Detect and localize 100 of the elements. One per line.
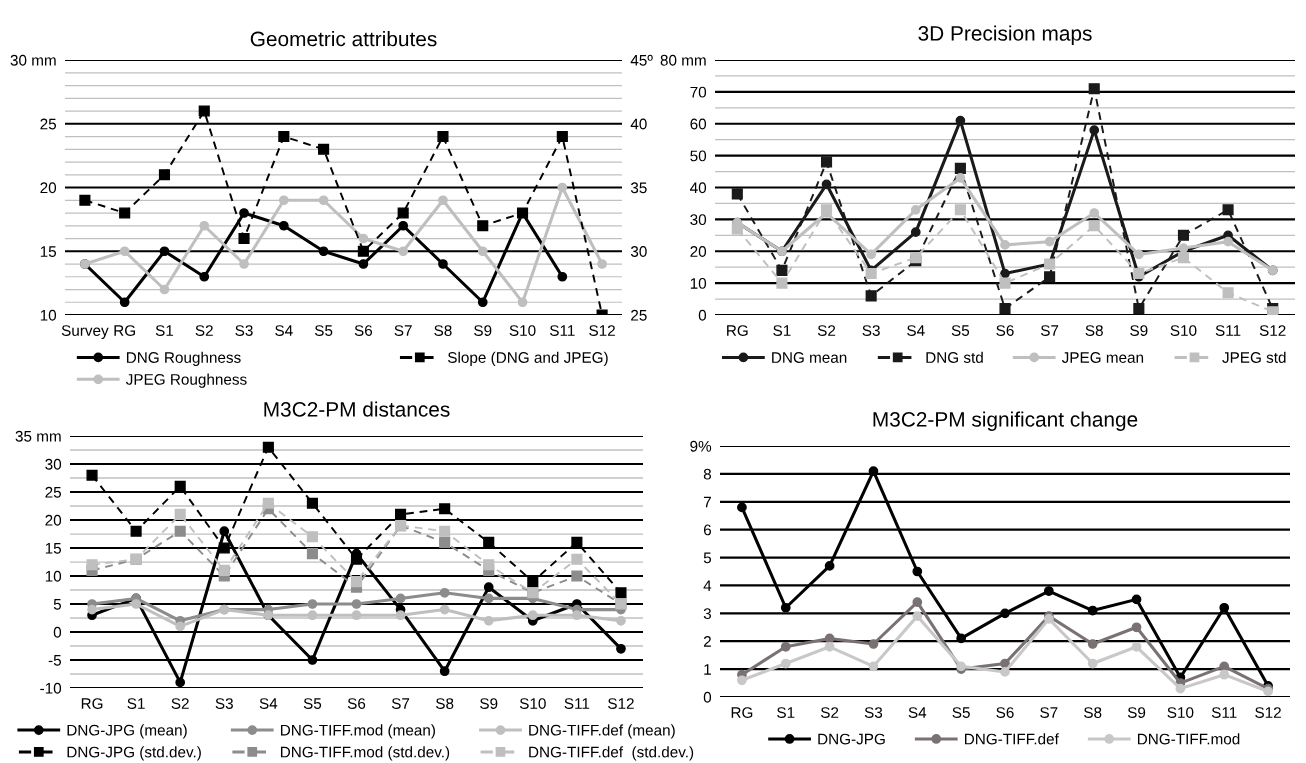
x-tick-label: RG [731, 707, 753, 718]
y2-tick-label: 35 [630, 182, 647, 194]
y-tick-label: -10 [40, 682, 62, 694]
legend-label: DNG-JPG (mean) [67, 724, 187, 739]
x-tick-label: RG [114, 325, 135, 336]
y-tick-label: 0 [53, 626, 62, 638]
x-tick-label: S3 [864, 707, 883, 718]
x-tick-label: S2 [817, 325, 836, 336]
x-tick-label: S8 [434, 325, 452, 336]
x-tick-label: RG [81, 698, 103, 709]
y-tick-label: 0 [703, 691, 712, 703]
y-tick-label: 20 [40, 182, 57, 194]
x-tick-label: S6 [354, 325, 373, 336]
y-tick-label: 40 [690, 182, 707, 194]
y-tick-label: -5 [48, 655, 62, 666]
chart-title: Geometric attributes [250, 31, 437, 47]
y-tick-label: 5 [53, 599, 62, 610]
x-tick-label: S4 [259, 698, 278, 709]
x-tick-label: S1 [127, 698, 145, 709]
x-tick-label: S1 [773, 325, 791, 336]
y-tick-label: 15 [45, 543, 62, 554]
chart-title: M3C2-PM distances [264, 401, 450, 417]
x-tick-label: S8 [1085, 325, 1103, 336]
x-tick-label: S8 [1084, 707, 1102, 718]
legend-label: DNG-TIFF.def [965, 733, 1059, 745]
legend-label: DNG-TIFF.mod [1137, 733, 1240, 745]
x-tick-label: S3 [215, 698, 233, 709]
y-tick-label: 8 [703, 468, 711, 480]
x-tick-label: S5 [951, 325, 970, 336]
chart-title: M3C2-PM significant change [873, 411, 1138, 431]
x-tick-label: S7 [394, 325, 412, 336]
y-tick-label: 10 [45, 570, 62, 582]
y-tick-label: 3 [703, 608, 711, 620]
y-tick-label: 70 [690, 86, 707, 98]
x-tick-label: S9 [474, 325, 492, 336]
y2-tick-label: 25 [631, 309, 647, 321]
legend-label: DNG-JPG (std.dev.) [67, 746, 201, 761]
x-tick-label: S8 [436, 698, 454, 709]
y-tick-label: 5 [703, 552, 712, 564]
legend-label: DNG mean [772, 352, 847, 363]
x-tick-label: S4 [908, 707, 927, 718]
x-tick-label: S11 [549, 325, 575, 336]
x-tick-label: S3 [862, 325, 880, 336]
x-tick-label: S5 [303, 698, 322, 709]
x-tick-label: S10 [519, 698, 546, 709]
legend-label: DNG-JPG [818, 733, 885, 745]
y-tick-label: 10 [690, 277, 707, 289]
y-tick-label: 10 [40, 309, 57, 321]
y-tick-label: 1 [704, 664, 711, 675]
x-tick-label: S12 [1259, 325, 1286, 336]
x-tick-label: S11 [1211, 707, 1237, 718]
x-tick-label: S1 [155, 325, 174, 336]
y-tick-label: 25 [45, 486, 62, 498]
legend-label: DNG-TIFF.def (mean) [529, 724, 675, 739]
legend-label: DNG-TIFF.def (std.dev.) [529, 746, 694, 761]
y-tick-label: 30 [45, 458, 62, 470]
x-tick-label: S7 [1040, 707, 1058, 718]
x-tick-label: S10 [1167, 707, 1194, 718]
x-tick-label: RG [727, 325, 748, 336]
x-tick-label: S5 [314, 325, 333, 336]
y-tick-label: 50 [690, 150, 707, 162]
x-tick-label: S10 [509, 325, 536, 336]
x-tick-label: S6 [347, 698, 366, 709]
x-tick-label: S11 [1215, 325, 1241, 336]
y-tick-label: 0 [698, 309, 707, 321]
x-tick-label: S9 [1130, 325, 1148, 336]
x-tick-label: S2 [171, 698, 189, 709]
legend-label: DNG-TIFF.mod (mean) [280, 724, 435, 739]
x-tick-label: S3 [235, 325, 253, 336]
x-tick-label: S4 [907, 325, 925, 336]
x-tick-label: S4 [275, 325, 293, 336]
legend-label: DNG-TIFF.mod (std.dev.) [280, 746, 450, 761]
legend-label: DNG Roughness [126, 351, 241, 366]
y-tick-label: 20 [45, 514, 62, 526]
x-tick-label: S10 [1170, 325, 1197, 336]
y-tick-label: 4 [703, 580, 712, 591]
x-tick-label: S9 [1127, 707, 1146, 718]
y-tick-label: 30 [690, 214, 707, 226]
legend-label: Slope (DNG and JPEG) [448, 351, 608, 366]
y-tick-label: 35 mm [15, 430, 61, 442]
y-tick-label: 25 [40, 118, 57, 130]
chart-title: 3D Precision maps [918, 25, 1092, 45]
y-tick-label: 15 [40, 246, 57, 257]
legend-label: JPEG std [1222, 351, 1286, 363]
y2-tick-label: 45º [630, 54, 653, 66]
x-tick-label: S12 [589, 325, 615, 336]
x-tick-label: S7 [1040, 325, 1059, 336]
y-tick-label: 80 mm [660, 54, 706, 66]
x-tick-label: S12 [608, 698, 634, 709]
y2-tick-label: 30 [630, 246, 647, 257]
y-tick-label: 30 mm [10, 54, 56, 66]
legend-label: JPEG mean [1061, 352, 1144, 363]
legend-label: JPEG Roughness [125, 373, 247, 388]
x-tick-label: S11 [564, 698, 590, 709]
x-tick-label: S6 [996, 707, 1014, 718]
y-tick-label: 6 [703, 524, 711, 536]
y-tick-label: 7 [703, 496, 711, 508]
x-tick-label: S7 [391, 698, 410, 709]
x-tick-label: Survey [61, 325, 109, 339]
x-tick-label: S9 [480, 698, 498, 709]
